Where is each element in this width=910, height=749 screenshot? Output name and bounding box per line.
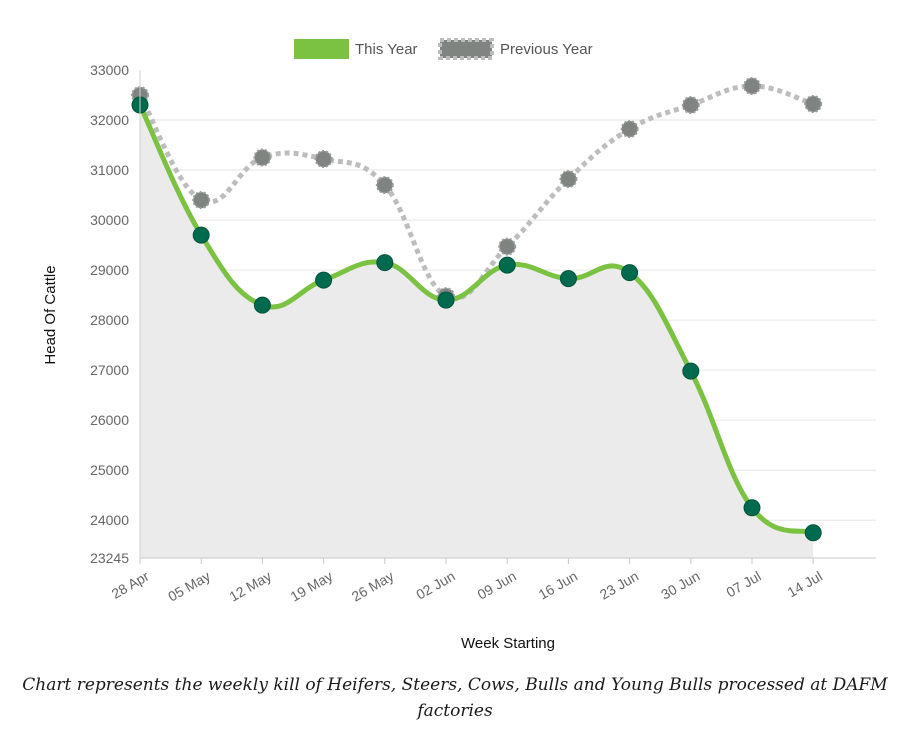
y-tick-label: 27000 xyxy=(90,362,129,378)
x-axis-title: Week Starting xyxy=(461,635,555,652)
this-year-point xyxy=(437,291,455,309)
legend-label-previous-year: Previous Year xyxy=(500,41,593,58)
y-axis-tick-labels: 33000 32000 31000 30000 29000 28000 27000 26000… xyxy=(90,62,129,566)
y-tick-label: 30000 xyxy=(90,212,129,228)
previous-year-point xyxy=(375,176,394,195)
this-year-area-layer xyxy=(140,105,814,558)
y-tick-label: 31000 xyxy=(90,162,129,178)
line-chart: This Year Previous Year 3300032000310003… xyxy=(42,38,876,652)
y-tick-label: 23245 xyxy=(90,550,129,566)
y-tick-label: 33000 xyxy=(90,62,129,78)
x-tick-label: 12 May xyxy=(226,568,274,605)
y-tick-label: 28000 xyxy=(90,312,129,328)
this-year-point xyxy=(559,270,577,288)
previous-year-point xyxy=(314,150,333,169)
this-year-point xyxy=(253,296,271,314)
chart-caption: Chart represents the weekly kill of Heif… xyxy=(22,675,888,721)
previous-year-point xyxy=(681,96,700,115)
x-tick-label: 07 Jul xyxy=(723,568,763,601)
previous-year-point xyxy=(253,148,272,167)
y-tick-label: 32000 xyxy=(90,112,129,128)
y-tick-label: 26000 xyxy=(90,412,129,428)
series-points-layer xyxy=(131,77,823,542)
x-axis-tick-labels: 28 Apr 05 May 12 May 19 May 26 May 02 Jun 09 J… xyxy=(109,568,825,605)
x-tick-label: 28 Apr xyxy=(109,568,152,602)
this-year-point xyxy=(498,256,516,274)
y-tick-label: 29000 xyxy=(90,262,129,278)
x-tick-label: 14 Jul xyxy=(785,568,825,601)
legend-swatch-this-year xyxy=(294,39,349,59)
previous-year-line xyxy=(137,83,814,301)
previous-year-point xyxy=(620,120,639,139)
legend-item-previous-year[interactable]: Previous Year xyxy=(438,38,593,60)
previous-year-point xyxy=(804,95,823,114)
this-year-point xyxy=(621,264,639,282)
x-tick-label: 23 Jun xyxy=(597,568,641,603)
previous-year-point xyxy=(559,170,578,189)
x-tick-label: 16 Jun xyxy=(536,568,580,603)
x-tick-label: 05 May xyxy=(165,568,213,605)
this-year-point xyxy=(192,226,210,244)
x-tick-label: 02 Jun xyxy=(413,568,457,603)
this-year-line xyxy=(137,103,815,536)
y-axis-title: Head Of Cattle xyxy=(42,265,59,364)
this-year-area xyxy=(140,105,814,558)
x-tick-label: 26 May xyxy=(349,568,397,605)
y-tick-label: 24000 xyxy=(90,512,129,528)
series-lines-layer xyxy=(137,83,815,536)
this-year-point xyxy=(743,499,761,517)
this-year-point xyxy=(804,524,822,542)
previous-year-point xyxy=(192,191,211,210)
previous-year-point xyxy=(743,77,761,96)
previous-year-point xyxy=(498,237,517,256)
x-tick-label: 09 Jun xyxy=(474,568,518,603)
axes xyxy=(139,70,876,564)
legend-swatch-previous-year xyxy=(438,38,494,60)
x-tick-label: 19 May xyxy=(288,568,336,605)
this-year-point xyxy=(376,254,394,272)
y-tick-label: 25000 xyxy=(90,462,129,478)
legend-item-this-year[interactable]: This Year xyxy=(294,39,418,59)
x-tick-label: 30 Jun xyxy=(658,568,702,603)
this-year-point xyxy=(682,362,700,380)
this-year-point xyxy=(315,271,333,289)
legend-label-this-year: This Year xyxy=(355,41,418,58)
chart-legend[interactable]: This Year Previous Year xyxy=(294,38,593,60)
